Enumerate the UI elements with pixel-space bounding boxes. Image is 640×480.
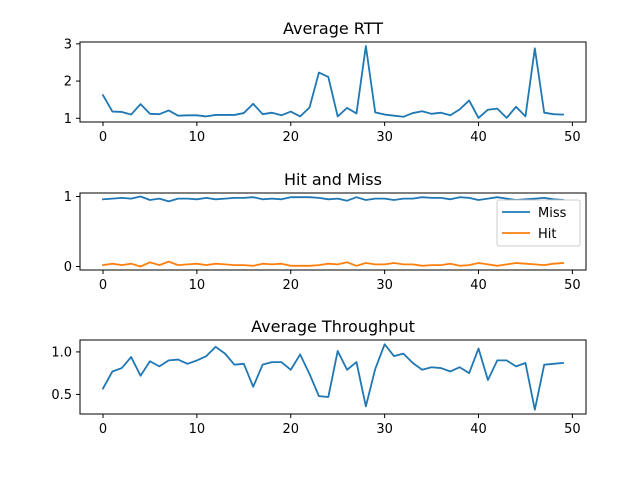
x-tick-label: 20 — [282, 278, 299, 293]
x-tick-label: 30 — [376, 422, 393, 437]
x-tick-label: 0 — [99, 130, 107, 145]
x-tick-label: 50 — [564, 422, 581, 437]
axes-frame — [79, 41, 587, 123]
legend-label: Miss — [538, 206, 567, 221]
subplot-2: 0 10 20 30 40 50 0 1 Hit and Miss Miss Hit — [64, 170, 587, 293]
axes-frame — [79, 339, 587, 415]
y-tick-label: 3 — [64, 37, 72, 52]
series-line-3-1 — [101, 343, 564, 411]
x-tick-label: 10 — [189, 422, 206, 437]
chart-title: Hit and Miss — [284, 170, 382, 189]
series-line-1-1 — [101, 45, 564, 119]
x-tick-label: 30 — [376, 130, 393, 145]
y-tick-label: 1 — [64, 190, 72, 205]
x-tick-label: 40 — [470, 278, 487, 293]
x-tick-label: 0 — [99, 422, 107, 437]
x-tick-label: 20 — [282, 130, 299, 145]
subplot-1: 0 10 20 30 40 50 1 2 3 Average RTT — [64, 19, 587, 145]
y-tick-label: 0.5 — [51, 388, 72, 403]
x-tick-label: 20 — [282, 422, 299, 437]
series-line-2-2 — [101, 260, 564, 268]
chart-title: Average Throughput — [251, 317, 415, 336]
x-tick-label: 10 — [189, 130, 206, 145]
x-tick-label: 30 — [376, 278, 393, 293]
subplot-3: 0 10 20 30 40 50 0.5 1.0 Average Throughput — [51, 317, 587, 437]
y-tick-label: 1.0 — [51, 345, 72, 360]
chart-title: Average RTT — [283, 19, 383, 38]
x-tick-label: 0 — [99, 278, 107, 293]
x-tick-label: 50 — [564, 278, 581, 293]
x-tick-label: 40 — [470, 130, 487, 145]
x-tick-label: 40 — [470, 422, 487, 437]
legend: Miss Hit — [496, 199, 581, 247]
y-tick-label: 0 — [64, 260, 72, 275]
series-line-2-1 — [102, 195, 564, 203]
y-tick-label: 2 — [64, 75, 72, 90]
axes-frame — [79, 192, 587, 271]
x-tick-label: 10 — [189, 278, 206, 293]
y-tick-label: 1 — [64, 112, 72, 127]
legend-label: Hit — [538, 227, 556, 242]
x-tick-label: 50 — [564, 130, 581, 145]
